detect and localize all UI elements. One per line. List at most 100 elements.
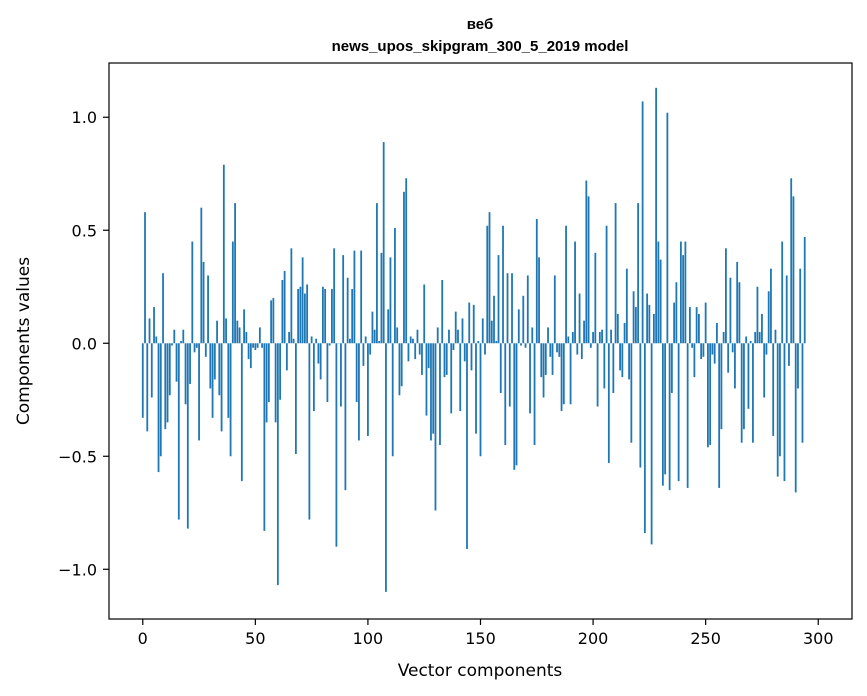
- bar-3: [148, 318, 151, 344]
- bar-56: [267, 343, 270, 403]
- bar-273: [756, 286, 759, 344]
- bar-111: [391, 343, 394, 457]
- bar-265: [738, 282, 741, 344]
- bar-106: [380, 252, 383, 344]
- bar-217: [630, 343, 633, 443]
- bar-102: [371, 311, 374, 344]
- bar-10: [164, 343, 167, 430]
- bar-93: [351, 289, 354, 344]
- bar-272: [754, 331, 757, 344]
- bar-68: [294, 343, 297, 455]
- x-tick-label: 250: [690, 629, 721, 648]
- bar-199: [589, 343, 592, 348]
- bar-168: [520, 343, 522, 346]
- bar-262: [731, 343, 734, 353]
- bar-113: [396, 327, 399, 344]
- bar-227: [652, 313, 655, 344]
- chart-title: веб: [467, 16, 493, 33]
- bar-78: [317, 343, 320, 364]
- bar-240: [682, 255, 685, 344]
- bar-143: [463, 343, 466, 362]
- bar-22: [191, 241, 194, 344]
- bar-182: [551, 343, 554, 375]
- bar-6: [155, 336, 158, 344]
- bar-223: [643, 343, 646, 534]
- bar-179: [544, 343, 547, 375]
- bar-47: [247, 343, 250, 360]
- bar-5: [153, 307, 155, 344]
- bar-26: [200, 207, 203, 344]
- bar-24: [195, 343, 198, 348]
- bar-171: [526, 275, 529, 344]
- bar-128: [430, 343, 432, 441]
- bar-251: [707, 343, 709, 448]
- bar-101: [369, 343, 372, 355]
- bar-222: [641, 101, 644, 344]
- bar-109: [387, 309, 390, 344]
- bar-232: [664, 343, 667, 475]
- bar-189: [567, 336, 570, 344]
- bar-82: [326, 343, 329, 403]
- bar-131: [436, 327, 439, 344]
- bar-49: [252, 343, 254, 348]
- bar-146: [470, 343, 473, 371]
- bar-203: [598, 331, 601, 344]
- bar-218: [632, 291, 635, 344]
- bar-95: [355, 343, 358, 403]
- bar-21: [189, 343, 191, 384]
- bar-73: [306, 284, 309, 344]
- bar-124: [421, 343, 423, 375]
- bar-69: [297, 289, 300, 344]
- bar-163: [508, 343, 511, 407]
- bar-70: [299, 286, 302, 344]
- bar-267: [743, 343, 745, 430]
- bar-211: [616, 313, 619, 344]
- bar-129: [432, 343, 435, 434]
- bar-39: [229, 343, 232, 457]
- bar-72: [303, 293, 306, 344]
- bar-11: [166, 343, 169, 423]
- bar-126: [425, 343, 428, 416]
- bar-83: [328, 343, 331, 346]
- bar-4: [150, 343, 153, 398]
- plot-frame: [108, 62, 853, 620]
- bar-259: [725, 248, 727, 344]
- bar-48: [249, 343, 252, 369]
- bar-118: [407, 343, 410, 362]
- bar-191: [571, 331, 574, 344]
- bar-63: [283, 270, 286, 344]
- bar-183: [553, 275, 556, 344]
- bar-84: [331, 289, 333, 344]
- bar-44: [240, 343, 243, 482]
- bar-266: [740, 343, 743, 443]
- bar-220: [637, 203, 640, 344]
- bar-195: [580, 343, 583, 360]
- bar-139: [454, 311, 457, 344]
- bar-148: [475, 343, 477, 434]
- bar-289: [792, 196, 795, 344]
- bar-8: [159, 343, 162, 457]
- x-axis-ticks: 0 50 100 150 200 250 300: [138, 619, 834, 648]
- bar-175: [535, 218, 538, 344]
- bar-32: [213, 343, 216, 380]
- bar-89: [342, 255, 345, 344]
- bar-110: [389, 257, 392, 344]
- bar-286: [785, 275, 788, 344]
- bar-127: [427, 343, 430, 369]
- bar-281: [774, 329, 777, 344]
- bar-2: [146, 343, 149, 432]
- bar-176: [538, 257, 540, 344]
- bar-17: [180, 341, 182, 344]
- bar-263: [734, 343, 736, 389]
- bar-0: [141, 343, 144, 418]
- bar-186: [560, 343, 563, 412]
- bar-288: [790, 178, 793, 344]
- bar-152: [484, 343, 486, 355]
- bar-245: [693, 343, 696, 378]
- bar-269: [747, 343, 750, 409]
- bar-112: [394, 227, 396, 344]
- x-tick-label: 200: [578, 629, 609, 648]
- bar-204: [601, 329, 603, 344]
- bar-103: [373, 329, 376, 344]
